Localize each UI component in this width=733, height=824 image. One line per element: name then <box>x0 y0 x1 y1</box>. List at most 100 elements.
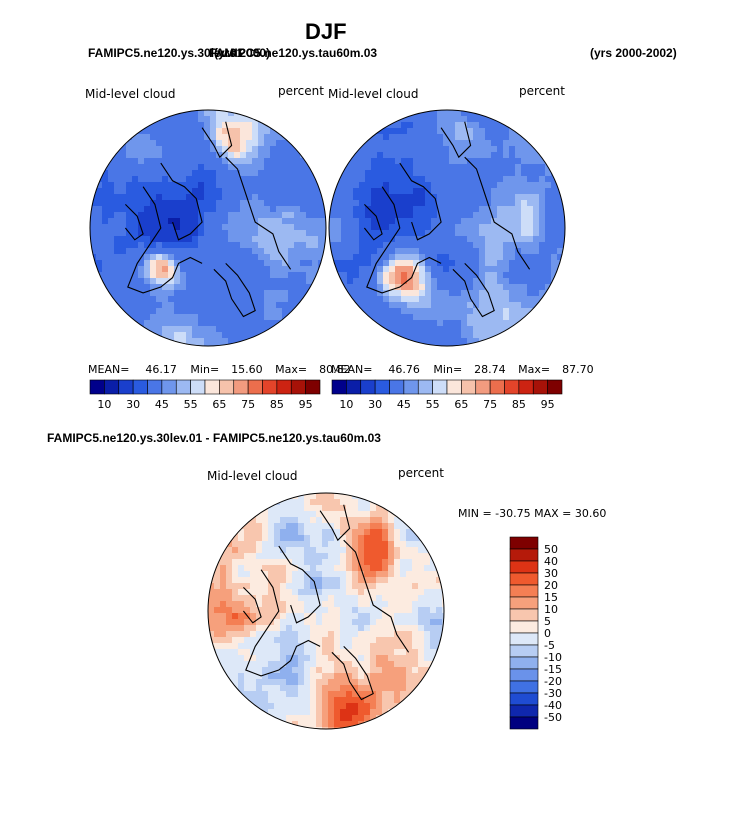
heatmap-cell <box>431 224 438 231</box>
heatmap-cell <box>246 314 253 321</box>
heatmap-cell <box>192 278 199 285</box>
heatmap-cell <box>180 194 187 201</box>
heatmap-cell <box>389 116 396 123</box>
heatmap-cell <box>521 302 528 309</box>
heatmap-cell <box>509 158 516 165</box>
heatmap-cell <box>358 583 365 590</box>
heatmap-cell <box>328 703 335 710</box>
heatmap-cell <box>461 152 468 159</box>
heatmap-cell <box>485 242 492 249</box>
colorbar-tick-label: 30 <box>544 567 558 580</box>
heatmap-cell <box>406 577 413 584</box>
heatmap-cell <box>186 146 193 153</box>
heatmap-cell <box>551 188 558 195</box>
heatmap-cell <box>276 146 283 153</box>
heatmap-cell <box>150 260 157 267</box>
heatmap-cell <box>347 224 354 231</box>
heatmap-cell <box>292 721 299 728</box>
heatmap-cell <box>407 122 414 129</box>
heatmap-cell <box>310 601 317 608</box>
heatmap-cell <box>401 212 408 219</box>
heatmap-cell <box>371 248 378 255</box>
colorbar-swatch <box>305 379 321 395</box>
heatmap-cell <box>509 308 516 315</box>
heatmap-cell <box>198 110 205 117</box>
heatmap-cell <box>539 278 546 285</box>
heatmap-cell <box>282 248 289 255</box>
heatmap-cell <box>250 631 257 638</box>
heatmap-cell <box>352 541 359 548</box>
heatmap-cell <box>533 248 540 255</box>
heatmap-cell <box>401 332 408 339</box>
heatmap-cell <box>353 236 360 243</box>
heatmap-cell <box>455 206 462 213</box>
heatmap-cell <box>359 284 366 291</box>
heatmap-cell <box>270 164 277 171</box>
heatmap-cell <box>491 326 498 333</box>
heatmap-cell <box>461 218 468 225</box>
heatmap-cell <box>473 302 480 309</box>
heatmap-cell <box>467 224 474 231</box>
heatmap-cell <box>449 302 456 309</box>
heatmap-cell <box>455 116 462 123</box>
heatmap-cell <box>449 326 456 333</box>
heatmap-cell <box>126 182 133 189</box>
heatmap-cell <box>485 224 492 231</box>
heatmap-cell <box>341 248 348 255</box>
heatmap-cell <box>324 248 326 255</box>
heatmap-cell <box>126 194 133 201</box>
heatmap-cell <box>280 661 287 668</box>
heatmap-cell <box>449 260 456 267</box>
heatmap-cell <box>318 242 325 249</box>
heatmap-cell <box>491 314 498 321</box>
heatmap-cell <box>497 260 504 267</box>
heatmap-cell <box>132 272 139 279</box>
heatmap-cell <box>334 493 341 500</box>
heatmap-cell <box>256 601 263 608</box>
heatmap-cell <box>246 230 253 237</box>
heatmap-cell <box>455 326 462 333</box>
heatmap-cell <box>322 613 329 620</box>
heatmap-cell <box>300 176 307 183</box>
heatmap-cell <box>286 709 293 716</box>
heatmap-cell <box>310 673 317 680</box>
heatmap-cell <box>413 302 420 309</box>
heatmap-cell <box>282 230 289 237</box>
heatmap-cell <box>286 589 293 596</box>
heatmap-cell <box>557 194 564 201</box>
heatmap-cell <box>280 541 287 548</box>
heatmap-cell <box>461 188 468 195</box>
heatmap-cell <box>90 242 97 249</box>
heatmap-cell <box>359 254 366 261</box>
heatmap-cell <box>365 248 372 255</box>
heatmap-cell <box>431 140 438 147</box>
heatmap-cell <box>204 314 211 321</box>
heatmap-cell <box>443 176 450 183</box>
heatmap-cell <box>322 541 329 548</box>
heatmap-cell <box>479 290 486 297</box>
heatmap-cell <box>400 577 407 584</box>
heatmap-cell <box>316 577 323 584</box>
heatmap-cell <box>240 140 247 147</box>
heatmap-cell <box>382 709 389 716</box>
heatmap-cell <box>238 613 245 620</box>
heatmap-cell <box>382 679 389 686</box>
heatmap-cell <box>400 565 407 572</box>
heatmap-cell <box>406 547 413 554</box>
heatmap-cell <box>288 146 295 153</box>
heatmap-cell <box>388 553 395 560</box>
heatmap-cell <box>377 260 384 267</box>
heatmap-cell <box>394 691 401 698</box>
heatmap-cell <box>515 134 522 141</box>
heatmap-cell <box>174 116 181 123</box>
heatmap-cell <box>376 649 383 656</box>
heatmap-cell <box>304 703 311 710</box>
heatmap-cell <box>497 206 504 213</box>
heatmap-cell <box>186 320 193 327</box>
heatmap-cell <box>216 338 223 345</box>
heatmap-cell <box>228 302 235 309</box>
heatmap-cell <box>431 332 438 339</box>
heatmap-cell <box>316 535 323 542</box>
heatmap-cell <box>467 290 474 297</box>
heatmap-cell <box>280 499 287 506</box>
